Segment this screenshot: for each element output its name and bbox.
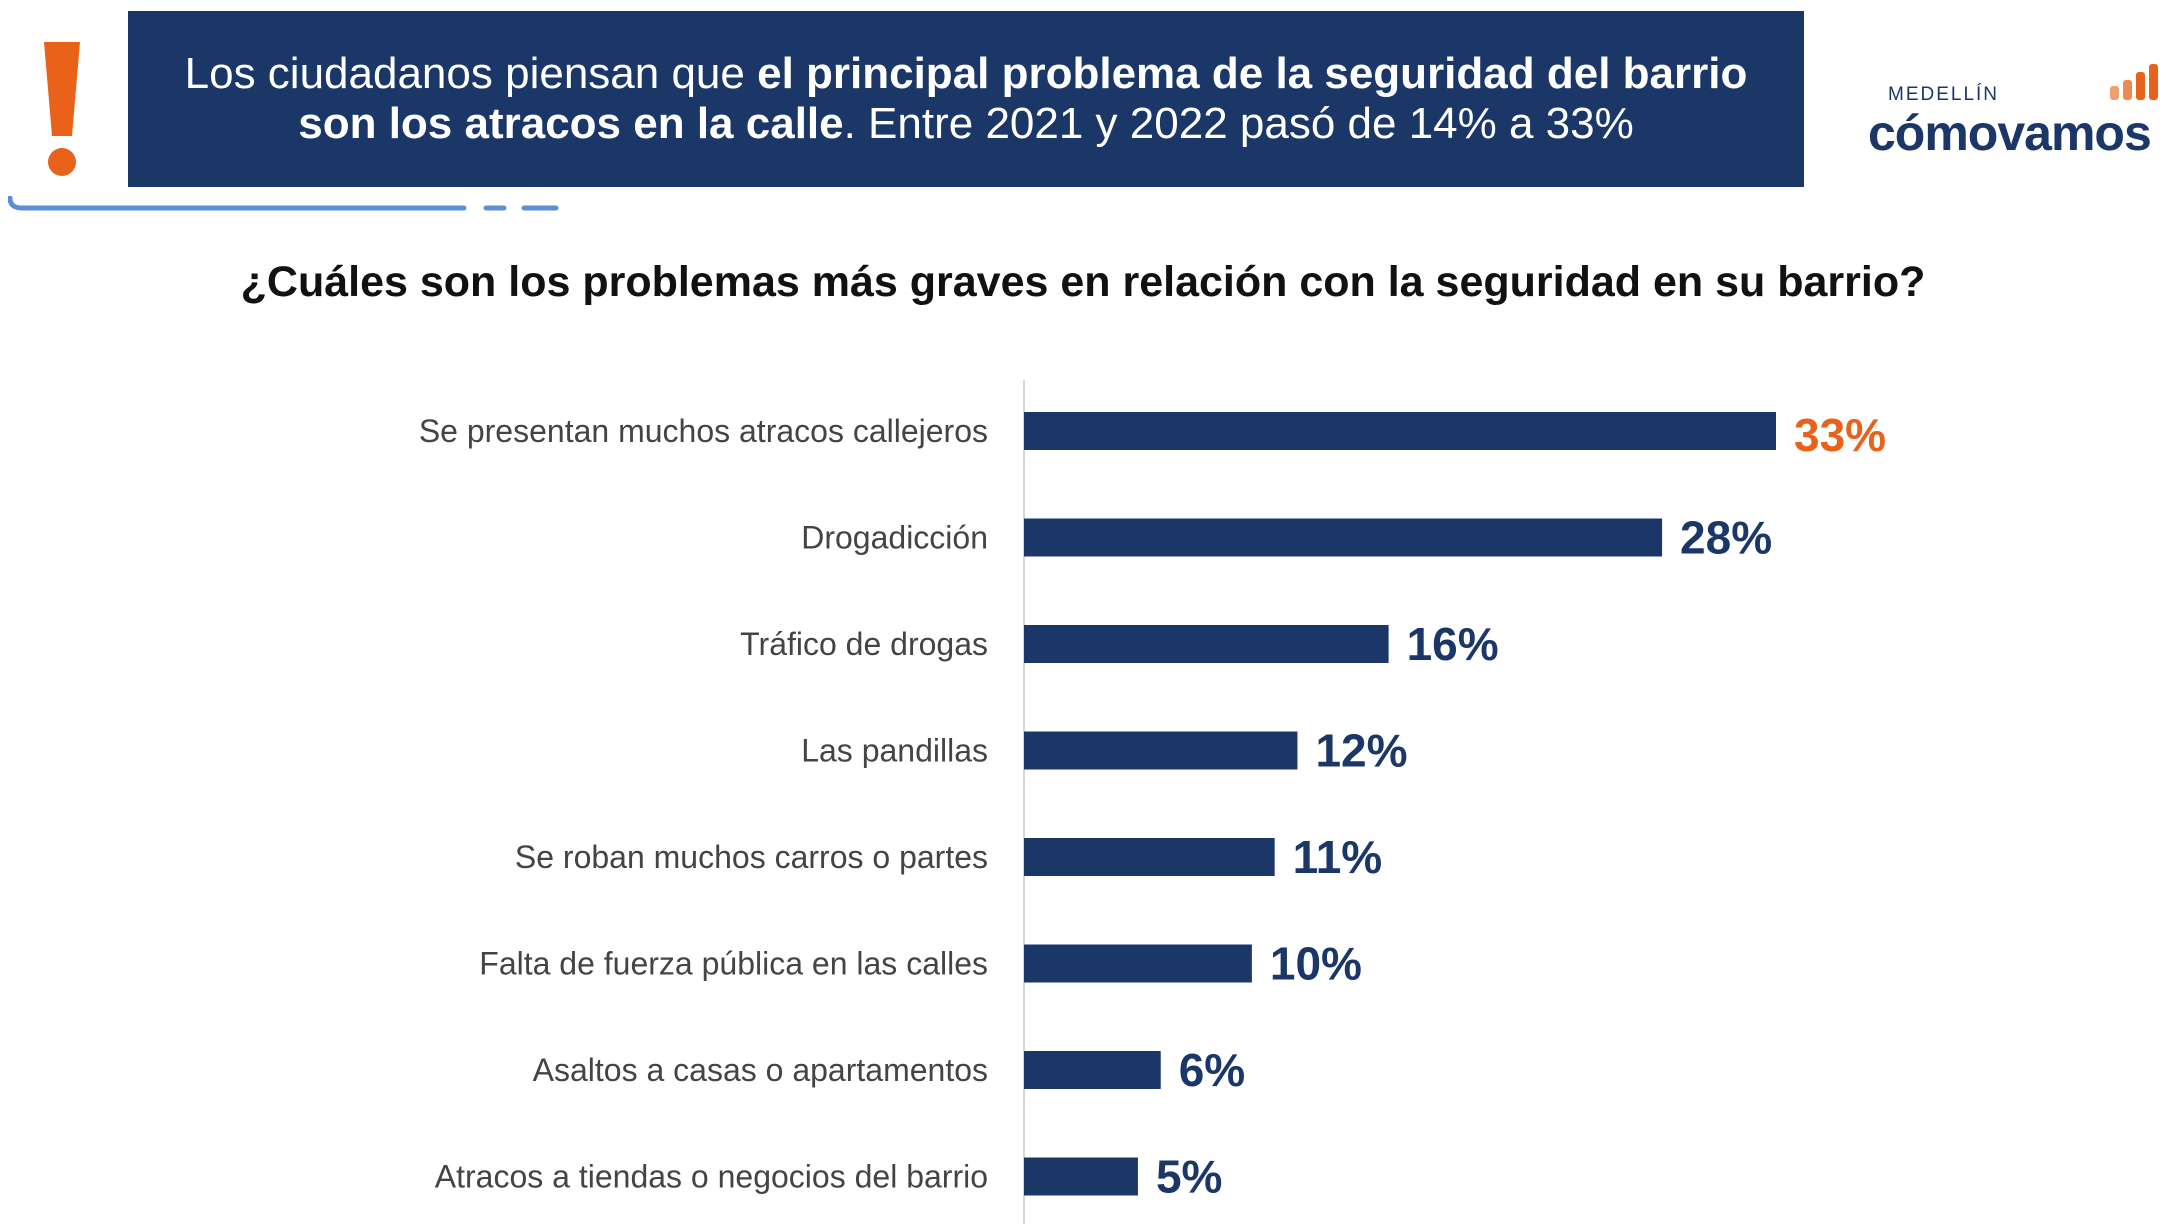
bar-0 [1024, 412, 1776, 450]
category-label-5: Falta de fuerza pública en las calles [479, 946, 988, 982]
bar-4 [1024, 838, 1275, 876]
value-label-5: 10% [1270, 938, 1362, 990]
header-banner: Los ciudadanos piensan que el principal … [128, 11, 1804, 187]
accent-divider [8, 196, 559, 211]
bar-chart-logo-icon [2110, 64, 2158, 100]
bar-1 [1024, 518, 1663, 557]
bar-5 [1024, 944, 1252, 983]
category-label-4: Se roban muchos carros o partes [515, 839, 988, 875]
category-label-2: Tráfico de drogas [740, 626, 988, 662]
bar-2 [1024, 625, 1389, 663]
bar-chart: Se presentan muchos atracos callejeros 33… [419, 380, 1886, 1224]
value-label-2: 16% [1407, 618, 1499, 670]
banner-text: Los ciudadanos piensan que el principal … [168, 49, 1764, 149]
category-label-1: Drogadicción [801, 520, 988, 556]
value-label-3: 12% [1315, 725, 1407, 777]
value-label-0: 33% [1794, 409, 1886, 461]
chart-marks: Se presentan muchos atracos callejeros 33… [419, 409, 1886, 1203]
value-label-7: 5% [1156, 1151, 1222, 1203]
banner-text-normal-2: . Entre 2021 y 2022 pasó de 14% a 33% [843, 99, 1634, 148]
banner-text-bold: el principal problema de la seguridad de… [298, 49, 1748, 148]
logo-top-text: MEDELLÍN [1888, 84, 2000, 105]
category-label-6: Asaltos a casas o apartamentos [533, 1052, 988, 1088]
medellin-como-vamos-logo: MEDELLÍN cómovamos [1860, 62, 2160, 162]
category-label-0: Se presentan muchos atracos callejeros [419, 413, 988, 449]
banner-text-normal-1: Los ciudadanos piensan que [184, 49, 758, 98]
value-label-4: 11% [1293, 831, 1383, 883]
value-label-6: 6% [1179, 1044, 1245, 1096]
bar-6 [1024, 1051, 1161, 1089]
logo-main-text: cómovamos [1868, 105, 2152, 161]
exclamation-icon [44, 42, 80, 176]
category-label-3: Las pandillas [801, 733, 988, 769]
bar-3 [1024, 731, 1298, 770]
value-label-1: 28% [1680, 512, 1772, 564]
category-label-7: Atracos a tiendas o negocios del barrio [435, 1159, 988, 1195]
bar-7 [1024, 1157, 1138, 1196]
chart-title: ¿Cuáles son los problemas más graves en … [240, 258, 1926, 306]
